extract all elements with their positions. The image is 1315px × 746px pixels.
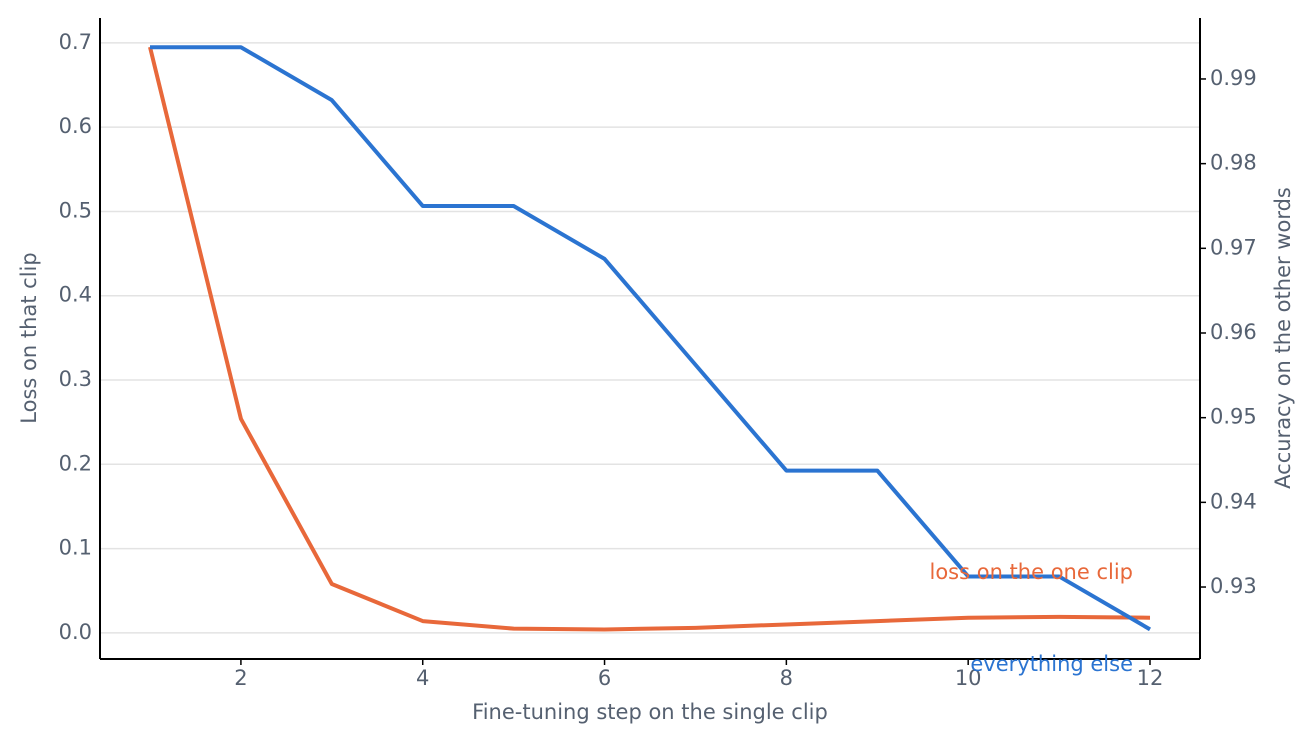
y2-tick-label: 0.93 — [1210, 574, 1257, 598]
x-tick-label: 2 — [234, 666, 247, 690]
y-tick-label: 0.3 — [59, 367, 92, 391]
y-tick-label: 0.6 — [59, 114, 92, 138]
y2-tick-label: 0.97 — [1210, 235, 1257, 259]
series-label: everything else — [970, 652, 1133, 676]
x-tick-label: 4 — [416, 666, 429, 690]
y-tick-label: 0.5 — [59, 198, 92, 222]
y-tick-label: 0.2 — [59, 451, 92, 475]
y-axis-label: Loss on that clip — [17, 252, 41, 423]
y2-tick-label: 0.98 — [1210, 151, 1257, 175]
x-axis-label: Fine-tuning step on the single clip — [472, 700, 828, 724]
x-tick-label: 12 — [1137, 666, 1164, 690]
x-tick-label: 10 — [955, 666, 982, 690]
y-tick-label: 0.7 — [59, 30, 92, 54]
y-tick-label: 0.0 — [59, 620, 92, 644]
y-tick-label: 0.4 — [59, 283, 92, 307]
y2-axis-label: Accuracy on the other words — [1271, 187, 1295, 489]
y2-tick-label: 0.94 — [1210, 489, 1257, 513]
y-tick-label: 0.1 — [59, 536, 92, 560]
series-line — [148, 46, 1151, 632]
series-label: loss on the one clip — [929, 560, 1133, 584]
y2-tick-label: 0.96 — [1210, 320, 1257, 344]
y2-tick-label: 0.95 — [1210, 405, 1257, 429]
y2-tick-label: 0.99 — [1210, 66, 1257, 90]
x-tick-label: 6 — [598, 666, 611, 690]
series-line — [150, 45, 1152, 632]
x-tick-label: 8 — [780, 666, 793, 690]
